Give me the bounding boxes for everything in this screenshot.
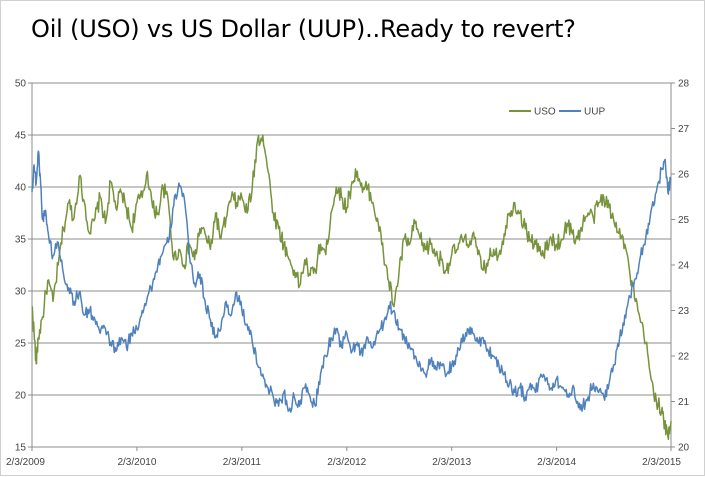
y-left-tick-label: 40 — [15, 183, 27, 194]
y-right-tick-label: 21 — [678, 397, 690, 408]
x-tick-label: 2/3/2011 — [223, 457, 262, 468]
y-right-tick-label: 20 — [678, 443, 690, 454]
grid-lines — [32, 82, 671, 396]
x-tick-label: 2/3/2010 — [117, 457, 156, 468]
y-left-tick-label: 35 — [15, 235, 27, 246]
y-right-tick-label: 28 — [678, 79, 690, 90]
legend-label-uup: UUP — [584, 107, 605, 118]
series-lines — [31, 134, 672, 441]
y-right-tick-label: 23 — [678, 306, 690, 317]
y-right-tick-label: 24 — [678, 261, 690, 272]
x-tick-label: 2/3/2014 — [537, 457, 576, 468]
y-right-tick-label: 25 — [678, 215, 690, 226]
series-line-uso — [31, 134, 672, 441]
y-right-tick-label: 27 — [678, 124, 690, 135]
y-left-tick-label: 50 — [15, 79, 27, 90]
series-line-uup — [31, 150, 672, 413]
tick-labels: 15 20 25 30 35 40 45 50 20 21 22 23 24 25 26 27 28 2/3/20… — [6, 79, 690, 469]
chart-title: Oil (USO) vs US Dollar (UUP)..Ready to r… — [31, 15, 576, 43]
y-left-tick-label: 25 — [15, 339, 27, 350]
y-left-tick-label: 45 — [15, 131, 27, 142]
y-left-tick-label: 15 — [15, 443, 27, 454]
x-tick-label: 2/3/2009 — [6, 457, 45, 468]
x-tick-label: 2/3/2012 — [327, 457, 366, 468]
legend-label-uso: USO — [534, 107, 556, 118]
y-left-tick-label: 30 — [15, 287, 27, 298]
x-tick-label: 2/3/2013 — [432, 457, 471, 468]
legend: USO UUP — [509, 107, 605, 118]
y-right-tick-label: 26 — [678, 170, 690, 181]
x-tick-label: 2/3/2015 — [642, 457, 681, 468]
y-left-tick-label: 20 — [15, 391, 27, 402]
y-right-tick-label: 22 — [678, 352, 690, 363]
